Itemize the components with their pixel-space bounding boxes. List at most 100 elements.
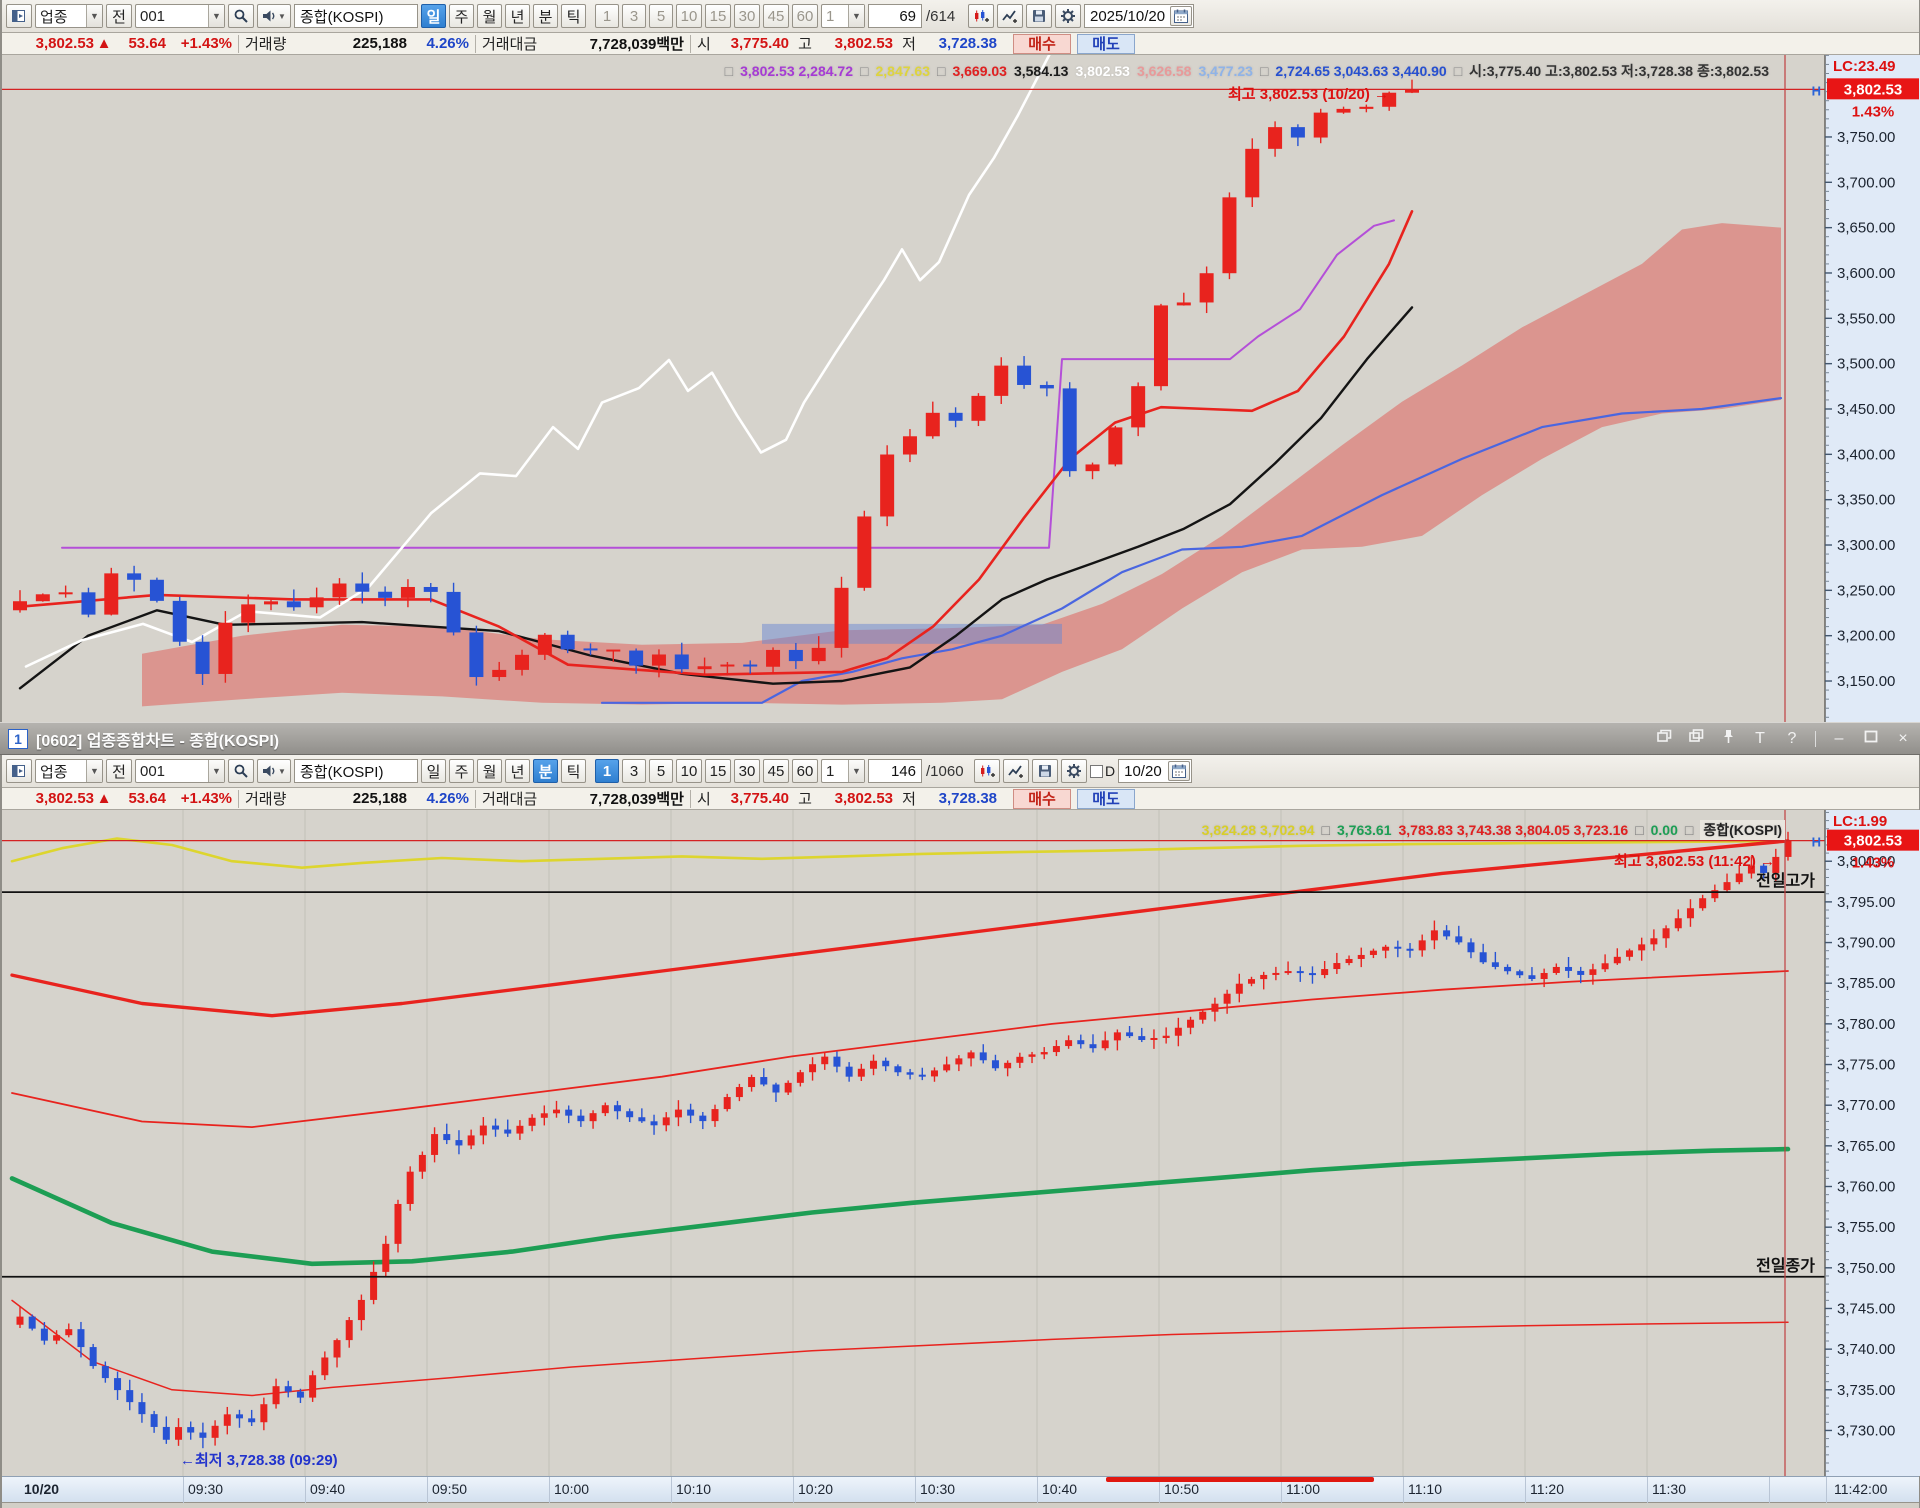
maximize-icon[interactable] [1862, 730, 1880, 748]
interval-45-button[interactable]: 45 [763, 759, 789, 783]
interval-15-button[interactable]: 15 [705, 4, 731, 28]
add-trendline-button[interactable] [1003, 759, 1029, 783]
time-axis-separator [1769, 1477, 1770, 1503]
minute-chart-canvas[interactable]: 전일고가전일종가 3,800.00 3,795.00 3,790.00 3,785.00… [2, 810, 1920, 1476]
legend-item: □ [860, 63, 869, 79]
period-week-button[interactable]: 주 [449, 759, 474, 783]
legend-item: 2,724.65 3,043.63 3,440.90 [1275, 63, 1447, 79]
svg-text:3,350.00: 3,350.00 [1837, 492, 1895, 509]
bar-count-field[interactable]: 146 [868, 759, 922, 783]
settings-button[interactable] [1061, 759, 1087, 783]
legend-item: 3,802.53 [1075, 63, 1130, 79]
interval-1-button[interactable]: 1 [595, 4, 619, 28]
font-icon[interactable]: T [1755, 729, 1765, 747]
volume-label: 거래량 [245, 791, 287, 808]
sound-button[interactable]: ▼ [257, 4, 291, 28]
code-select[interactable]: 001 ▼ [135, 759, 225, 783]
buy-button[interactable]: 매수 [1013, 33, 1071, 54]
category-select[interactable]: 업종 ▼ [35, 759, 103, 783]
calendar-icon[interactable] [1168, 761, 1191, 781]
period-month-button[interactable]: 월 [477, 759, 502, 783]
add-trendline-button[interactable] [997, 4, 1023, 28]
help-icon[interactable]: ? [1787, 729, 1797, 747]
svg-text:3,780.00: 3,780.00 [1837, 1016, 1895, 1033]
interval-30-button[interactable]: 30 [734, 759, 760, 783]
sound-button[interactable]: ▼ [257, 759, 291, 783]
custom-interval-select[interactable]: 1 ▼ [821, 4, 865, 28]
sell-button[interactable]: 매도 [1077, 33, 1135, 54]
custom-interval-select[interactable]: 1 ▼ [821, 759, 865, 783]
add-indicator-button[interactable] [974, 759, 1000, 783]
period-month-button[interactable]: 월 [477, 4, 502, 28]
period-tick-button[interactable]: 틱 [561, 4, 586, 28]
interval-5-button[interactable]: 5 [649, 759, 673, 783]
period-week-button[interactable]: 주 [449, 4, 474, 28]
period-tick-button[interactable]: 틱 [561, 759, 586, 783]
day-checkbox-box[interactable] [1090, 764, 1103, 778]
duplicate-icon[interactable] [1687, 729, 1705, 748]
date-field[interactable]: 10/20 [1118, 759, 1193, 783]
interval-1-button[interactable]: 1 [595, 759, 619, 783]
period-minute-button[interactable]: 분 [533, 4, 558, 28]
sell-button[interactable]: 매도 [1077, 788, 1135, 809]
panel-toggle-button[interactable] [6, 4, 32, 28]
restore-icon[interactable] [1655, 729, 1673, 748]
category-select[interactable]: 업종 ▼ [35, 4, 103, 28]
buy-button[interactable]: 매수 [1013, 788, 1071, 809]
last-price: 3,802.53 [35, 790, 94, 807]
time-label: 11:42:00 [1834, 1481, 1888, 1497]
date-field[interactable]: 2025/10/20 [1084, 4, 1194, 28]
code-select[interactable]: 001 ▼ [135, 4, 225, 28]
svg-text:3,785.00: 3,785.00 [1837, 975, 1895, 992]
symbol-field[interactable]: 종합(KOSPI) [294, 4, 418, 28]
svg-text:3,735.00: 3,735.00 [1837, 1382, 1895, 1399]
interval-60-button[interactable]: 60 [792, 4, 818, 28]
value-amount: 7,728,039백만 [589, 36, 684, 53]
save-button[interactable] [1026, 4, 1052, 28]
period-day-button[interactable]: 일 [421, 4, 446, 28]
chevron-down-icon: ▼ [208, 5, 224, 27]
interval-3-button[interactable]: 3 [622, 4, 646, 28]
close-icon[interactable]: × [1898, 729, 1908, 747]
all-market-button[interactable]: 전 [106, 4, 132, 28]
symbol-field[interactable]: 종합(KOSPI) [294, 759, 418, 783]
svg-text:3,550.00: 3,550.00 [1837, 310, 1895, 327]
settings-button[interactable] [1055, 4, 1081, 28]
interval-60-button[interactable]: 60 [792, 759, 818, 783]
bar-count-field[interactable]: 69 [868, 4, 922, 28]
period-year-button[interactable]: 년 [505, 759, 530, 783]
panel-toggle-button[interactable] [6, 759, 32, 783]
time-axis-separator [1525, 1477, 1526, 1503]
calendar-icon[interactable] [1170, 6, 1192, 26]
titlebar-divider [1815, 730, 1816, 747]
interval-3-button[interactable]: 3 [622, 759, 646, 783]
add-indicator-button[interactable] [968, 4, 994, 28]
interval-10-button[interactable]: 10 [676, 4, 702, 28]
svg-text:3,755.00: 3,755.00 [1837, 1219, 1895, 1236]
bar-total-label[interactable]: /614 [926, 7, 956, 25]
window-titlebar[interactable]: 1 [0602] 업종종합차트 - 종합(KOSPI) T? – × [0, 722, 1920, 755]
period-day-button[interactable]: 일 [421, 759, 446, 783]
interval-10-button[interactable]: 10 [676, 759, 702, 783]
all-market-button[interactable]: 전 [106, 759, 132, 783]
svg-text:3,740.00: 3,740.00 [1837, 1341, 1895, 1358]
interval-30-button[interactable]: 30 [734, 4, 760, 28]
time-axis-separator [915, 1477, 916, 1503]
chevron-down-icon: ▼ [86, 760, 102, 782]
pin-icon[interactable] [1719, 729, 1737, 749]
minute-chart[interactable]: 전일고가전일종가 3,800.00 3,795.00 3,790.00 3,785.00… [2, 810, 1920, 1476]
bar-total-label[interactable]: /1060 [926, 762, 964, 780]
interval-45-button[interactable]: 45 [763, 4, 789, 28]
save-button[interactable] [1032, 759, 1058, 783]
search-button[interactable] [228, 759, 254, 783]
interval-5-button[interactable]: 5 [649, 4, 673, 28]
time-label: 10:40 [1042, 1481, 1078, 1497]
daily-chart-canvas[interactable]: 3,750.00 3,700.00 3,650.00 3,600.00 3,550.00… [2, 52, 1920, 722]
daily-chart[interactable]: 3,750.00 3,700.00 3,650.00 3,600.00 3,550.00… [2, 52, 1920, 722]
period-year-button[interactable]: 년 [505, 4, 530, 28]
minimize-icon[interactable]: – [1834, 729, 1844, 747]
interval-15-button[interactable]: 15 [705, 759, 731, 783]
day-checkbox[interactable]: D [1090, 763, 1115, 779]
period-minute-button[interactable]: 분 [533, 759, 558, 783]
search-button[interactable] [228, 4, 254, 28]
